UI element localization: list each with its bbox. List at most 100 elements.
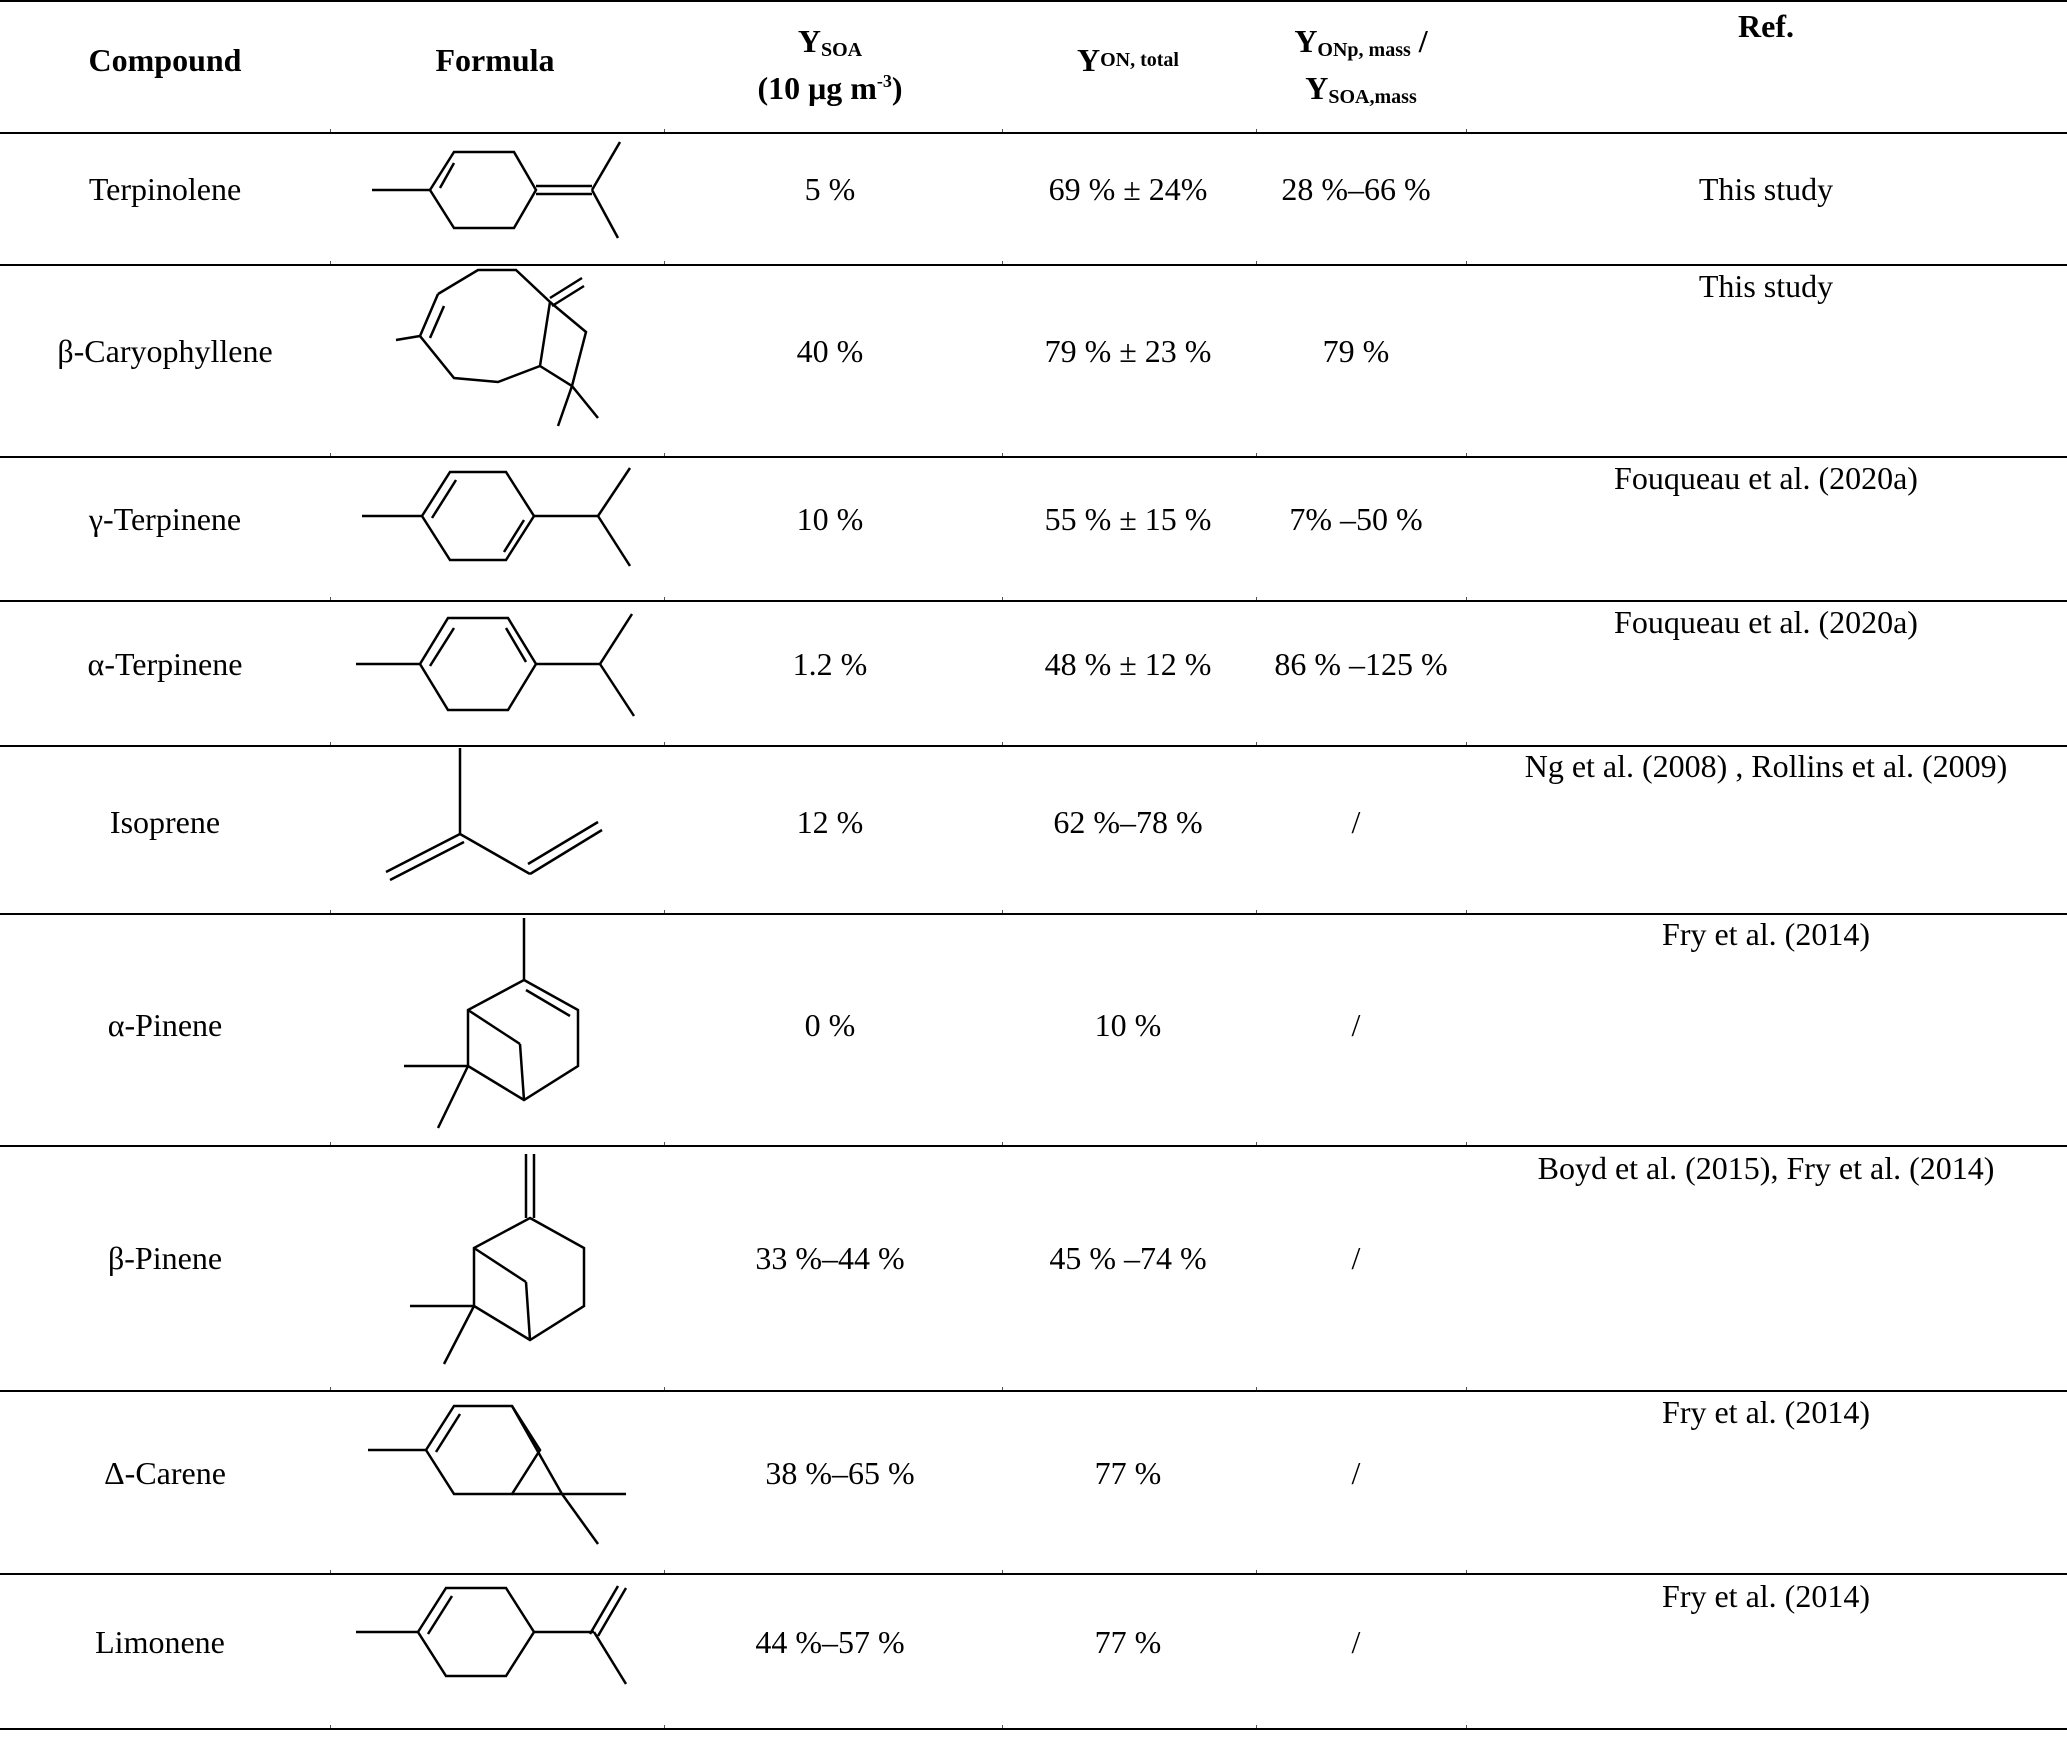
cell-yon-total: 62 %–78 % — [1053, 803, 1203, 840]
column-tick — [664, 453, 665, 456]
cell-ref: Ng et al. (2008) , Rollins et al. (2009) — [1524, 748, 2008, 784]
cell-compound: α-Terpinene — [87, 645, 243, 682]
row-rule — [0, 1728, 2067, 1730]
cell-compound: β-Caryophyllene — [57, 332, 273, 369]
cell-yon-total: 45 % –74 % — [1049, 1240, 1207, 1276]
cell-compound: Limonene — [95, 1624, 225, 1660]
row-rule — [0, 1573, 2067, 1575]
row-rule — [0, 600, 2067, 602]
column-tick — [1256, 910, 1257, 913]
column-tick — [330, 742, 331, 745]
cell-ref: Fouqueau et al. (2020a) — [1614, 604, 1918, 640]
column-tick — [330, 910, 331, 913]
column-tick — [1256, 1570, 1257, 1573]
cell-compound: Terpinolene — [88, 170, 242, 207]
column-tick — [1256, 1142, 1257, 1145]
column-tick — [664, 910, 665, 913]
column-tick — [1466, 1725, 1467, 1728]
cell-yon-total: 77 % — [1094, 1624, 1162, 1660]
column-tick — [1466, 129, 1467, 132]
cell-ref: Fouqueau et al. (2020a) — [1614, 460, 1918, 496]
cell-ref: Fry et al. (2014) — [1662, 916, 1870, 952]
cell-ysoa: 10 % — [796, 500, 864, 537]
row-rule — [0, 913, 2067, 915]
column-tick — [1466, 261, 1467, 264]
header-yon-total: Y ON, total — [1077, 41, 1179, 78]
cell-yonp-ratio: / — [1351, 1240, 1361, 1276]
cell-yon-total: 10 % — [1094, 1006, 1162, 1043]
column-tick — [1466, 597, 1467, 600]
cell-yonp-ratio: 86 % –125 % — [1274, 645, 1448, 682]
column-tick — [1002, 742, 1003, 745]
header-compound: Compound — [88, 41, 242, 78]
column-tick — [330, 1725, 331, 1728]
column-tick — [1002, 261, 1003, 264]
cell-yonp-ratio: / — [1351, 803, 1361, 840]
table-header-rule — [0, 132, 2067, 134]
limonene-structure-icon — [356, 1585, 628, 1685]
cell-ysoa: 12 % — [796, 803, 864, 840]
column-tick — [330, 129, 331, 132]
column-tick — [330, 261, 331, 264]
cell-ysoa: 5 % — [804, 170, 856, 207]
column-tick — [1256, 1725, 1257, 1728]
cell-ref: This study — [1698, 170, 1834, 207]
column-tick — [1002, 1142, 1003, 1145]
column-tick — [664, 129, 665, 132]
isoprene-structure-icon — [385, 748, 603, 882]
column-tick — [1256, 261, 1257, 264]
column-tick — [1466, 742, 1467, 745]
row-rule — [0, 264, 2067, 266]
header-ref: Ref. — [1738, 7, 1794, 44]
cell-ysoa: 0 % — [804, 1006, 856, 1043]
cell-yonp-ratio: 7% –50 % — [1289, 500, 1423, 537]
header-formula: Formula — [435, 41, 555, 78]
cell-ref: Fry et al. (2014) — [1662, 1394, 1870, 1430]
column-tick — [330, 597, 331, 600]
cell-ysoa: 33 %–44 % — [755, 1240, 905, 1276]
cell-ref: Boyd et al. (2015), Fry et al. (2014) — [1537, 1150, 1995, 1186]
cell-yon-total: 69 % ± 24% — [1048, 170, 1208, 207]
column-tick — [1002, 129, 1003, 132]
caryophyllene-structure-icon — [395, 268, 599, 427]
column-tick — [1256, 453, 1257, 456]
cell-ysoa: 1.2 % — [792, 645, 868, 682]
cell-ysoa: 44 %–57 % — [755, 1624, 905, 1660]
table-top-rule — [0, 0, 2067, 2]
header-ysoa: YSOA (10 μg m-3) — [757, 23, 903, 107]
row-rule — [0, 1145, 2067, 1147]
cell-yon-total: 77 % — [1094, 1455, 1162, 1491]
column-tick — [664, 261, 665, 264]
column-tick — [1002, 453, 1003, 456]
column-tick — [1466, 1387, 1467, 1390]
cell-yonp-ratio: / — [1351, 1455, 1361, 1491]
column-tick — [330, 453, 331, 456]
cell-compound: γ-Terpinene — [88, 500, 242, 537]
cell-yon-total: 79 % ± 23 % — [1044, 332, 1212, 369]
column-tick — [664, 1570, 665, 1573]
cell-compound: β-Pinene — [107, 1240, 223, 1276]
column-tick — [1256, 597, 1257, 600]
column-tick — [1466, 453, 1467, 456]
column-tick — [1002, 910, 1003, 913]
cell-yonp-ratio: 28 %–66 % — [1281, 170, 1431, 207]
cell-yonp-ratio: / — [1351, 1624, 1361, 1660]
gamma-terpinene-structure-icon — [362, 467, 632, 567]
column-tick — [1002, 1570, 1003, 1573]
cell-ysoa: 40 % — [796, 332, 864, 369]
cell-yonp-ratio: / — [1351, 1006, 1361, 1043]
column-tick — [330, 1387, 331, 1390]
cell-compound: Δ-Carene — [104, 1455, 226, 1491]
column-tick — [330, 1570, 331, 1573]
column-tick — [1002, 1725, 1003, 1728]
column-tick — [664, 742, 665, 745]
column-tick — [664, 1725, 665, 1728]
alpha-terpinene-structure-icon — [356, 613, 636, 717]
row-rule — [0, 745, 2067, 747]
alpha-pinene-structure-icon — [404, 918, 580, 1129]
column-tick — [1466, 1570, 1467, 1573]
column-tick — [1256, 1387, 1257, 1390]
cell-compound: Isoprene — [109, 803, 221, 840]
column-tick — [1466, 910, 1467, 913]
column-tick — [1002, 1387, 1003, 1390]
